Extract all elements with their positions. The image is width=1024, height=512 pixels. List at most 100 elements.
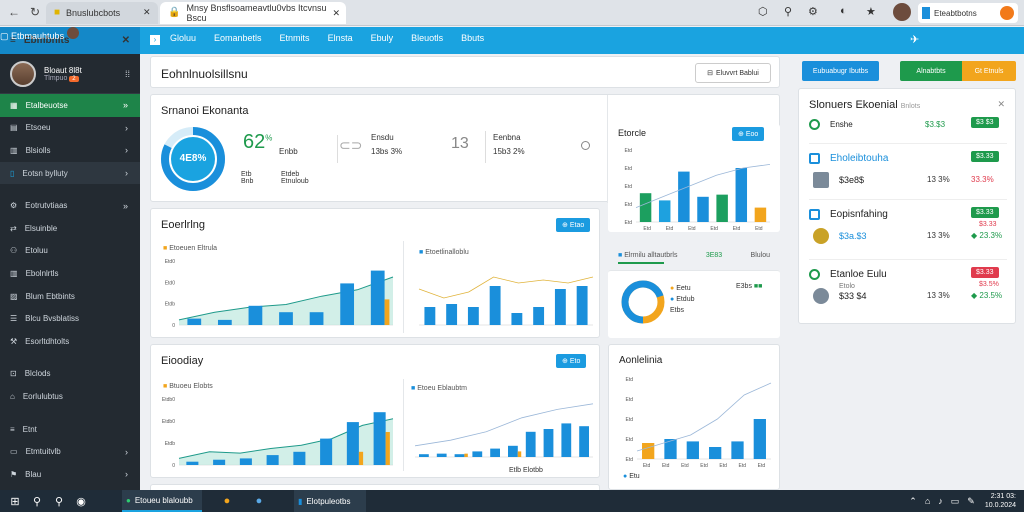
expand-icon[interactable]: › [150, 35, 160, 45]
biology-button[interactable]: ⊕ Eto [556, 354, 586, 368]
windows-icon[interactable]: ⊞ [4, 495, 26, 508]
shield-icon[interactable]: ⬡ [758, 5, 768, 18]
chrome-icon: ● [126, 496, 131, 505]
topnav-item[interactable]: Eomanbetls [214, 33, 262, 43]
primary-action-button[interactable]: Eubuabugr Ibutbs [802, 61, 879, 81]
sidebar-item[interactable]: ▭ Etmtuitvlb › [0, 440, 140, 463]
browser-icon[interactable]: ◉ [70, 495, 92, 508]
sidebar-item[interactable]: ▨ Blum Ebtbints [0, 285, 140, 308]
clock[interactable]: 2:31 03: 10.0.2024 [985, 492, 1016, 510]
back-icon[interactable]: ← [8, 5, 20, 19]
sidebar-item[interactable]: ⚑ Blau › [0, 463, 140, 486]
sidebar-item[interactable]: ⚇ Etoluu [0, 240, 140, 263]
grid-dots-icon[interactable]: ⁞⁞ [125, 69, 130, 79]
wifi-icon: ⌃ [909, 496, 917, 507]
side-chart-svg: EtdEtdEtdEtdEtdEtd Etd Etd Etd Etd Etd [614, 144, 774, 232]
sidebar-item[interactable]: ▥ Blsiolls › [0, 139, 140, 162]
gear-icon[interactable]: ⚙ [808, 5, 818, 18]
sidebar-item[interactable]: ⌂ Eorlulubtus [0, 385, 140, 408]
divider [403, 379, 404, 471]
link-icon: ⊂⊃ [339, 137, 362, 154]
export-label: Eluvvrt Bablui [716, 70, 759, 77]
accent-bar [385, 299, 390, 325]
biology-x-caption: Etlb Elotbb [509, 467, 543, 474]
topbar-account-label: Etbmauhtubs [11, 31, 64, 41]
app-icon[interactable]: ● [216, 495, 238, 507]
sub-change-value: 23.5% [979, 291, 1002, 300]
bar [678, 172, 689, 222]
sidebar-profile[interactable]: Bloaut 8l8t Tlmpuo 2 ⁞⁞ [0, 54, 140, 94]
topnav-item[interactable]: Gloluu [170, 33, 196, 43]
sidebar-item[interactable]: ⚙ Eotrutvtiaas » [0, 194, 140, 217]
earning-button[interactable]: ⊕ Etao [556, 218, 590, 232]
sidebar-item[interactable]: ≡ Etnt [0, 418, 140, 441]
y-tick-label: Etd [625, 397, 633, 403]
sidebar-item[interactable]: ⇄ Elsuinble [0, 217, 140, 240]
bar [187, 319, 201, 325]
avatar[interactable] [893, 3, 911, 21]
tray-icons[interactable]: ⌃ ⌂ ♪ ▭ ✎ [909, 496, 975, 507]
sidebar-item[interactable]: ☰ Blcu Bvsblatiss [0, 307, 140, 330]
topnav-item[interactable]: Etnmits [280, 33, 310, 43]
lock-icon: ⊡ [10, 369, 17, 378]
sidebar-item[interactable]: ▯ Eotsn bylluty › [0, 162, 140, 185]
divider [809, 143, 1007, 144]
bar [697, 197, 708, 222]
sub-value: $3e8$ [839, 175, 864, 185]
close-icon[interactable]: ✕ [997, 99, 1005, 110]
y-tick-label: 0 [172, 323, 175, 329]
sidebar-item-label: Blsiolls [26, 146, 51, 155]
legend-bar [618, 262, 664, 264]
divider [403, 241, 404, 333]
topbar-account-button[interactable]: ▢ Etbmauhtubs [0, 27, 84, 45]
side-chart-button[interactable]: ⊕ Eoo [732, 127, 764, 141]
bell-icon[interactable]: ◐ [840, 5, 847, 17]
close-tab-icon[interactable]: ✕ [332, 8, 340, 19]
export-button[interactable]: ⊟ Eluvvrt Bablui [695, 63, 771, 83]
avatar [67, 27, 79, 39]
taskbar-item-2[interactable]: ▮ Elotpuleotbs [294, 490, 366, 512]
sidebar-item[interactable]: ▤ Etsoeu › [0, 117, 140, 140]
x-tick-label: Etd [710, 226, 718, 232]
acquisition-title: Aonlelinia [619, 355, 662, 366]
search-icon[interactable]: ⚲ [784, 5, 792, 18]
bar [577, 286, 588, 325]
x-tick-label: Etd [739, 463, 747, 469]
person-icon [813, 288, 829, 304]
search-icon[interactable]: ⚲ [26, 495, 48, 508]
analytics-button[interactable]: Alnabtbts [900, 61, 962, 81]
sidebar-item[interactable]: ▥ Ebolnlrtls [0, 262, 140, 285]
sidebar-item-label: Ebolnlrtls [26, 269, 59, 278]
sub-change: ◆ 23.3% [971, 231, 1002, 240]
search-icon[interactable]: ⚲ [48, 495, 70, 508]
y-tick-label: Etd0 [165, 280, 176, 286]
taskbar-item-1[interactable]: ● Etoueu blaloubb [122, 490, 202, 512]
export-orange-button[interactable]: Gt Etnuls [962, 61, 1016, 81]
grid-icon: ▦ [10, 101, 18, 110]
topnav-item[interactable]: Bbuts [461, 33, 484, 43]
topnav-item[interactable]: Ebuly [371, 33, 394, 43]
account-button[interactable]: Eteabtbotns [918, 3, 1018, 23]
reload-icon[interactable]: ↻ [30, 5, 40, 19]
browser-tab-2[interactable]: 🔒 Mnsy Bnsflsoameavtlu0vbs Itcvnsu Bscu … [160, 2, 346, 24]
series-line [637, 383, 771, 451]
info-icon[interactable] [581, 141, 590, 150]
legend-value: 3E83 [706, 252, 722, 259]
accent-bar [386, 432, 390, 465]
topnav-item[interactable]: Bleuotls [411, 33, 443, 43]
acquisition-chart: EtdEtdEtdEtdEtdEtd Etd Etd Etd Etd Etd Etd [615, 373, 775, 469]
topnav-item[interactable]: Elnsta [328, 33, 353, 43]
sub-percent: 13 3% [927, 291, 950, 300]
app-icon[interactable]: ● [248, 495, 270, 507]
sidebar-item[interactable]: ▦ Etalbeuotse » [0, 94, 140, 117]
pin-icon[interactable]: ✈ [910, 33, 919, 46]
accent-bar [518, 451, 521, 457]
star-icon[interactable]: ★ [866, 5, 876, 18]
browser-tab-1[interactable]: ■ Bnuslubcbots [46, 2, 158, 24]
bar [579, 426, 589, 457]
sidebar-item[interactable]: ⚒ Esorltdhtolts [0, 330, 140, 353]
close-icon[interactable]: ✕ [122, 35, 130, 46]
bar [218, 320, 232, 325]
close-tab-icon[interactable]: ✕ [143, 7, 151, 18]
sidebar-item[interactable]: ⊡ Blclods [0, 363, 140, 386]
